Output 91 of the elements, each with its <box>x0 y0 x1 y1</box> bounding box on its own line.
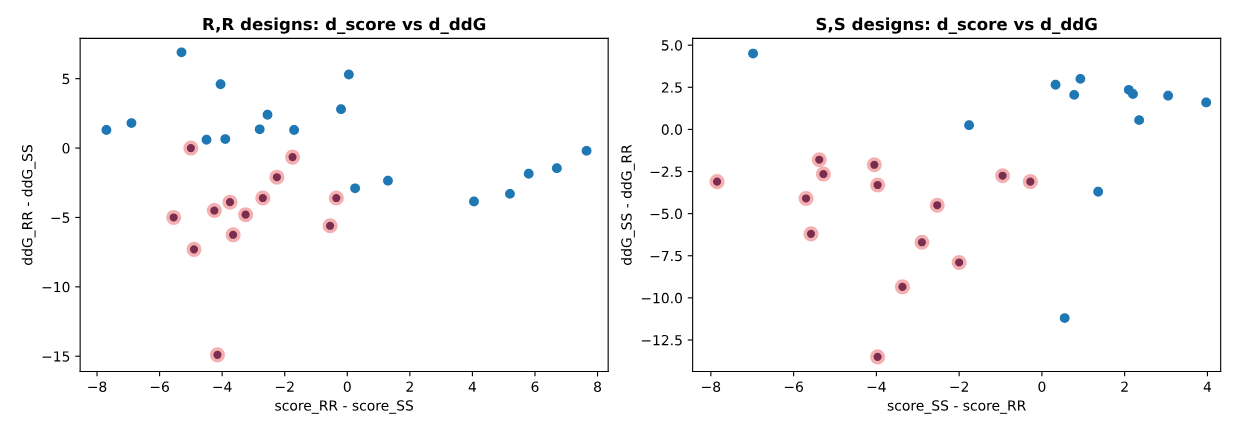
point <box>209 347 226 363</box>
x-axis-title: score_RR - score_SS <box>275 400 414 414</box>
x-tick-label: 6 <box>531 381 539 392</box>
point <box>183 140 199 156</box>
x-tick-label: −8 <box>88 381 107 392</box>
point <box>951 254 967 271</box>
y-tick-label: −10 <box>42 281 70 293</box>
chart-title: R,R designs: d_score vs d_ddG <box>203 17 486 35</box>
point <box>1128 89 1138 99</box>
y-tick-label: 2.5 <box>661 82 682 93</box>
point <box>505 188 515 199</box>
point <box>254 124 265 135</box>
point <box>1075 73 1086 84</box>
y-tick-label: 0 <box>62 143 70 154</box>
point <box>350 183 361 194</box>
point <box>201 134 212 145</box>
point <box>262 109 273 120</box>
point <box>206 202 222 219</box>
point <box>709 174 725 190</box>
point <box>343 69 354 80</box>
point <box>811 152 827 168</box>
point <box>995 168 1011 184</box>
y-tick-label: −2.5 <box>650 166 682 177</box>
point <box>1163 90 1174 101</box>
y-tick-label: 5.0 <box>661 40 683 51</box>
point <box>914 234 930 250</box>
y-tick-label: −7.5 <box>650 250 682 262</box>
x-tick-label: 4 <box>468 381 477 392</box>
y-tick-label: −10.0 <box>641 292 682 304</box>
point <box>803 226 819 242</box>
point <box>328 190 344 206</box>
point <box>284 149 301 165</box>
point <box>1093 186 1104 197</box>
chart-title: S,S designs: d_score vs d_ddG <box>816 17 1097 35</box>
point <box>289 125 300 135</box>
point <box>964 120 974 131</box>
y-tick-label: 5 <box>62 73 70 85</box>
y-tick-label: −15 <box>42 351 70 362</box>
point <box>870 177 886 193</box>
x-tick-label: −2 <box>275 381 294 392</box>
x-tick-label: −4 <box>213 381 232 392</box>
point <box>894 279 910 295</box>
point <box>126 118 137 128</box>
point <box>186 241 202 257</box>
point <box>551 163 562 174</box>
point <box>220 134 231 144</box>
point <box>1069 89 1080 100</box>
y-tick-label: 0.0 <box>661 124 683 135</box>
x-tick-label: −6 <box>150 381 169 392</box>
y-tick-label: −5.0 <box>650 208 682 220</box>
point <box>1201 97 1212 108</box>
point <box>748 48 758 59</box>
point <box>215 79 226 90</box>
point <box>1134 115 1145 126</box>
point <box>1050 79 1061 90</box>
y-tick-label: −5 <box>51 212 70 223</box>
x-tick-label: −2 <box>950 381 968 392</box>
point <box>336 104 346 115</box>
point <box>383 175 393 186</box>
x-tick-label: 8 <box>594 381 601 392</box>
point <box>581 145 592 156</box>
x-axis-title: score_SS - score_RR <box>887 400 1026 414</box>
point <box>101 125 112 135</box>
y-axis-title: ddG_SS - ddG_RR <box>620 144 635 265</box>
x-tick-label: 0 <box>1038 381 1046 392</box>
x-tick-label: 2 <box>1121 381 1128 392</box>
point <box>322 218 338 234</box>
point <box>798 190 814 207</box>
x-tick-label: −8 <box>702 381 721 392</box>
y-tick-label: −12.5 <box>641 334 682 346</box>
x-tick-label: −6 <box>784 381 803 392</box>
point <box>870 349 886 365</box>
point <box>469 196 479 207</box>
point <box>1022 174 1038 190</box>
point <box>225 227 241 243</box>
point <box>1059 313 1070 323</box>
point <box>523 168 534 179</box>
point <box>269 169 285 185</box>
point <box>176 47 187 58</box>
point <box>222 194 238 210</box>
x-tick-label: 0 <box>343 381 351 392</box>
x-tick-label: 2 <box>406 381 413 392</box>
point <box>815 166 831 182</box>
x-tick-label: 4 <box>1203 381 1212 392</box>
y-axis-title: ddG_RR - ddG_SS <box>21 145 36 265</box>
point <box>166 209 182 225</box>
point <box>866 157 882 173</box>
point <box>255 190 271 206</box>
x-tick-label: −4 <box>867 381 886 392</box>
point <box>929 197 945 213</box>
point <box>238 207 254 223</box>
